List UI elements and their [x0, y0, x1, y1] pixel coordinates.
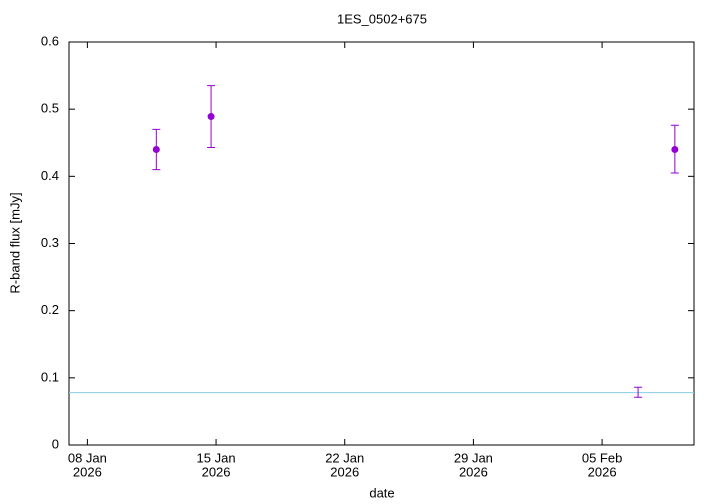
y-tick-label: 0.1 — [41, 369, 59, 384]
y-tick-label: 0.4 — [41, 168, 59, 183]
y-tick-label: 0.3 — [41, 235, 59, 250]
x-tick-label: 2026 — [73, 464, 102, 479]
x-tick-label: 2026 — [588, 464, 617, 479]
data-point — [671, 145, 679, 153]
y-tick-label: 0.6 — [41, 33, 59, 48]
y-axis-label: R-band flux [mJy] — [7, 192, 22, 293]
y-tick-label: 0.2 — [41, 302, 59, 317]
data-point — [207, 113, 215, 121]
x-axis-label: date — [369, 485, 394, 500]
x-tick-label: 2026 — [330, 464, 359, 479]
y-tick-label: 0.5 — [41, 101, 59, 116]
chart-title: 1ES_0502+675 — [337, 11, 427, 26]
x-tick-label: 15 Jan — [197, 450, 236, 465]
x-tick-label: 29 Jan — [454, 450, 493, 465]
y-tick-label: 0 — [52, 436, 59, 451]
error-bar — [634, 386, 643, 398]
x-tick-label: 2026 — [202, 464, 231, 479]
data-point — [152, 145, 160, 153]
x-tick-label: 2026 — [459, 464, 488, 479]
x-tick-label: 08 Jan — [68, 450, 107, 465]
plot-frame — [68, 41, 695, 446]
x-tick-label: 05 Feb — [582, 450, 622, 465]
x-tick-label: 22 Jan — [325, 450, 364, 465]
